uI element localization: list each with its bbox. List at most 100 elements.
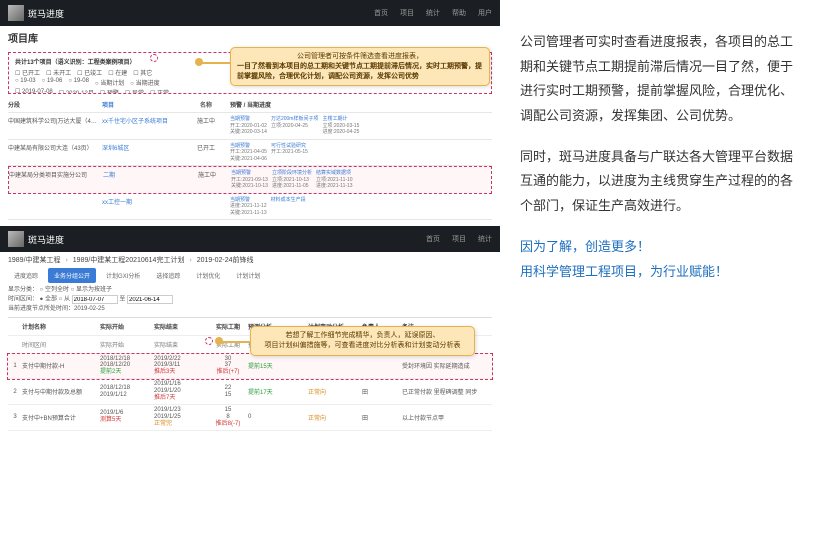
chk[interactable]: ☐ 2020-12月 <box>59 88 94 94</box>
callout-title: 公司管理者可按条件筛选查看进度报表， <box>237 52 483 62</box>
chk[interactable]: ☐ 在建 <box>108 68 127 77</box>
logo-icon <box>8 231 24 247</box>
top-nav: 首页 项目 统计 帮助 用户 <box>374 8 492 18</box>
cell-imp: 正常向 <box>308 387 362 396</box>
cell-detail: 当期预警开工:2021-09-13关键:2021-10-13立项阶段环境分析立项… <box>231 170 491 190</box>
cell-proj[interactable]: xx工控一期 <box>102 197 182 217</box>
chk[interactable]: ○ 19-06 <box>42 78 63 87</box>
nav-stats[interactable]: 统计 <box>426 8 440 18</box>
opt[interactable]: 全部 <box>45 297 57 303</box>
table-row[interactable]: 中国建筑科学公司|万达大厦（43页）xx千住宅小区子系统项目施工中当期预警开工:… <box>8 113 492 140</box>
cell-proj[interactable]: xx千住宅小区子系统项目 <box>102 116 182 136</box>
label: 从 <box>64 297 70 303</box>
cell-dur: 2215 <box>208 385 248 399</box>
crumb-0[interactable]: 1989/中建某工程 <box>8 257 61 264</box>
chk[interactable]: ☐ 其它 <box>133 68 152 77</box>
table-row[interactable]: xx工控一期 当期预警进度:2021-11-12关键:2021-11-13材料成本… <box>8 194 492 221</box>
table-row[interactable]: 中建某局有限公司大连（43页）深圳6城区已开工当期预警开工:2021-04-05… <box>8 140 492 167</box>
cell-anal: 提前15天 <box>248 361 308 370</box>
nav-home[interactable]: 首页 <box>426 234 440 244</box>
chk[interactable]: ☐ 已开工 <box>15 68 40 77</box>
cell-name: 支付中+BN预算合计 <box>22 413 100 422</box>
chk[interactable]: ☐ 2019-07-08 <box>15 88 53 94</box>
opt[interactable]: 显示为按班子 <box>76 287 112 293</box>
slogan-1: 因为了解，创造更多！ <box>520 239 650 254</box>
label: 显示分类： <box>8 287 38 293</box>
cell-reason: 以上付款节点甲 <box>402 413 492 422</box>
callout-l2: 项目计划纠偏措施等，可查看进度对比分析表和计划变动分析表 <box>257 341 468 351</box>
desc-p2: 同时，斑马进度具备与广联达各大管理平台数据互通的能力，以进度为主线贯穿生产过程的… <box>520 145 800 219</box>
cell-name: 支付与中期付款及总额 <box>22 387 100 396</box>
label: 至 <box>119 297 125 303</box>
callout-origin-icon <box>150 54 158 62</box>
cell-anal: 0 <box>248 414 308 420</box>
cell-idx: 3 <box>8 414 22 420</box>
tab-bar: 进度追踪业务分组公开计划GXI分析选择追踪计划优化计划计划 <box>0 268 500 283</box>
slogan-2: 用科学管理工程项目，为行业赋能！ <box>520 264 728 279</box>
current-date-label: 当前进度节点所处时间：2019-02-25 <box>8 305 492 314</box>
chk[interactable]: ☐ 异常 <box>125 88 144 94</box>
cell-idx: 1 <box>8 363 22 369</box>
cell-end: 2019/2/222019/3/11推后3天 <box>154 356 208 377</box>
cell-org <box>8 197 98 217</box>
table-header: 分段项目名称 预警 / 当期进度 <box>8 97 492 113</box>
crumb-1[interactable]: 1989/中建某工程20210614完工计划 <box>73 257 185 264</box>
opt[interactable]: 空列全时 <box>45 287 69 293</box>
cell-reason: 受封环境因 实际延期造成 <box>402 361 492 370</box>
tab[interactable]: 选择追踪 <box>150 268 186 283</box>
description-panel: 公司管理者可实时查看进度报表，各项目的总工期和关键节点工期提前滞后情况一目了然，… <box>520 30 800 300</box>
cell-own: 田 <box>362 413 402 422</box>
desc-p1: 公司管理者可实时查看进度报表，各项目的总工期和关键节点工期提前滞后情况一目了然，… <box>520 30 800 129</box>
tab[interactable]: 计划优化 <box>190 268 226 283</box>
cell-status <box>186 197 226 217</box>
top-nav: 首页 项目 统计 <box>426 234 492 244</box>
nav-stats[interactable]: 统计 <box>478 234 492 244</box>
cell-detail: 当期预警开工:2020-01-02关键:2020-03-14万达200m样板间子… <box>230 116 492 136</box>
nav-proj[interactable]: 项目 <box>452 234 466 244</box>
plan-row[interactable]: 2支付与中期付款及总额2018/12/182019/1/122019/1/162… <box>8 379 492 405</box>
crumb-2[interactable]: 2019-02-24前锋线 <box>197 257 254 264</box>
date-from[interactable] <box>72 295 118 304</box>
cell-anal: 提前17天 <box>248 387 308 396</box>
brand-logo: 斑马进度 <box>8 5 64 21</box>
cell-detail: 当期预警开工:2021-04-05关键:2021-04-06可行性试验研究开工:… <box>230 143 492 163</box>
table-row[interactable]: 中建某局分类项目实施分公司二期施工中当期预警开工:2021-09-13关键:20… <box>8 166 492 194</box>
header-bar: 斑马进度 首页 项目 统计 帮助 用户 <box>0 0 500 26</box>
cell-org: 中建某局有限公司大连（43页） <box>8 143 98 163</box>
project-table: 分段项目名称 预警 / 当期进度 中国建筑科学公司|万达大厦（43页）xx千住宅… <box>8 97 492 220</box>
cell-idx: 2 <box>8 389 22 395</box>
plan-row[interactable]: 1支付中期付款-H2018/12/182018/12/20提前2天2019/2/… <box>8 354 492 380</box>
callout-origin-icon <box>205 337 213 345</box>
tab[interactable]: 计划GXI分析 <box>100 268 146 283</box>
cell-detail: 当期预警进度:2021-11-12关键:2021-11-13材料成本生产段 <box>230 197 492 217</box>
cell-imp: 正常向 <box>308 413 362 422</box>
cell-dur: 3037推后(+7) <box>208 356 248 377</box>
tab[interactable]: 业务分组公开 <box>48 268 96 283</box>
cell-status: 施工中 <box>187 170 227 190</box>
nav-help[interactable]: 帮助 <box>452 8 466 18</box>
chk[interactable]: ○ 19-03 <box>15 78 36 87</box>
date-to[interactable] <box>127 295 173 304</box>
tab[interactable]: 计划计划 <box>230 268 266 283</box>
chk[interactable]: ☐ 正常 <box>150 88 169 94</box>
chk[interactable]: ☐ 已竣工 <box>77 68 102 77</box>
plan-row[interactable]: 3支付中+BN预算合计2019/1/6测算5天2019/1/232019/1/2… <box>8 405 492 431</box>
nav-user[interactable]: 用户 <box>478 8 492 18</box>
cell-name: 支付中期付款-H <box>22 361 100 370</box>
chk[interactable]: ☐ 未开工 <box>46 68 71 77</box>
brand-text: 斑马进度 <box>28 233 64 246</box>
nav-proj[interactable]: 项目 <box>400 8 414 18</box>
chk[interactable]: ○ 19-08 <box>68 78 89 87</box>
header-bar: 斑马进度 首页 项目 统计 <box>0 226 500 252</box>
callout-l1: 若想了解工作细节完成精华，负责人，延误原因、 <box>257 331 468 341</box>
tab[interactable]: 进度追踪 <box>8 268 44 283</box>
cell-proj[interactable]: 深圳6城区 <box>102 143 182 163</box>
chk[interactable]: ○ 当期进度 <box>130 78 159 87</box>
cell-status: 施工中 <box>186 116 226 136</box>
chk[interactable]: ○ 当期计划 <box>95 78 124 87</box>
cell-proj[interactable]: 二期 <box>103 170 183 190</box>
label: 时间区间： <box>8 297 38 303</box>
nav-home[interactable]: 首页 <box>374 8 388 18</box>
plan-filter: 显示分类： ○ 空列全时 ○ 显示为按班子 时间区间： ● 全部 ○ 从 至 当… <box>8 286 492 314</box>
chk[interactable]: ☐ 预警 <box>100 88 119 94</box>
